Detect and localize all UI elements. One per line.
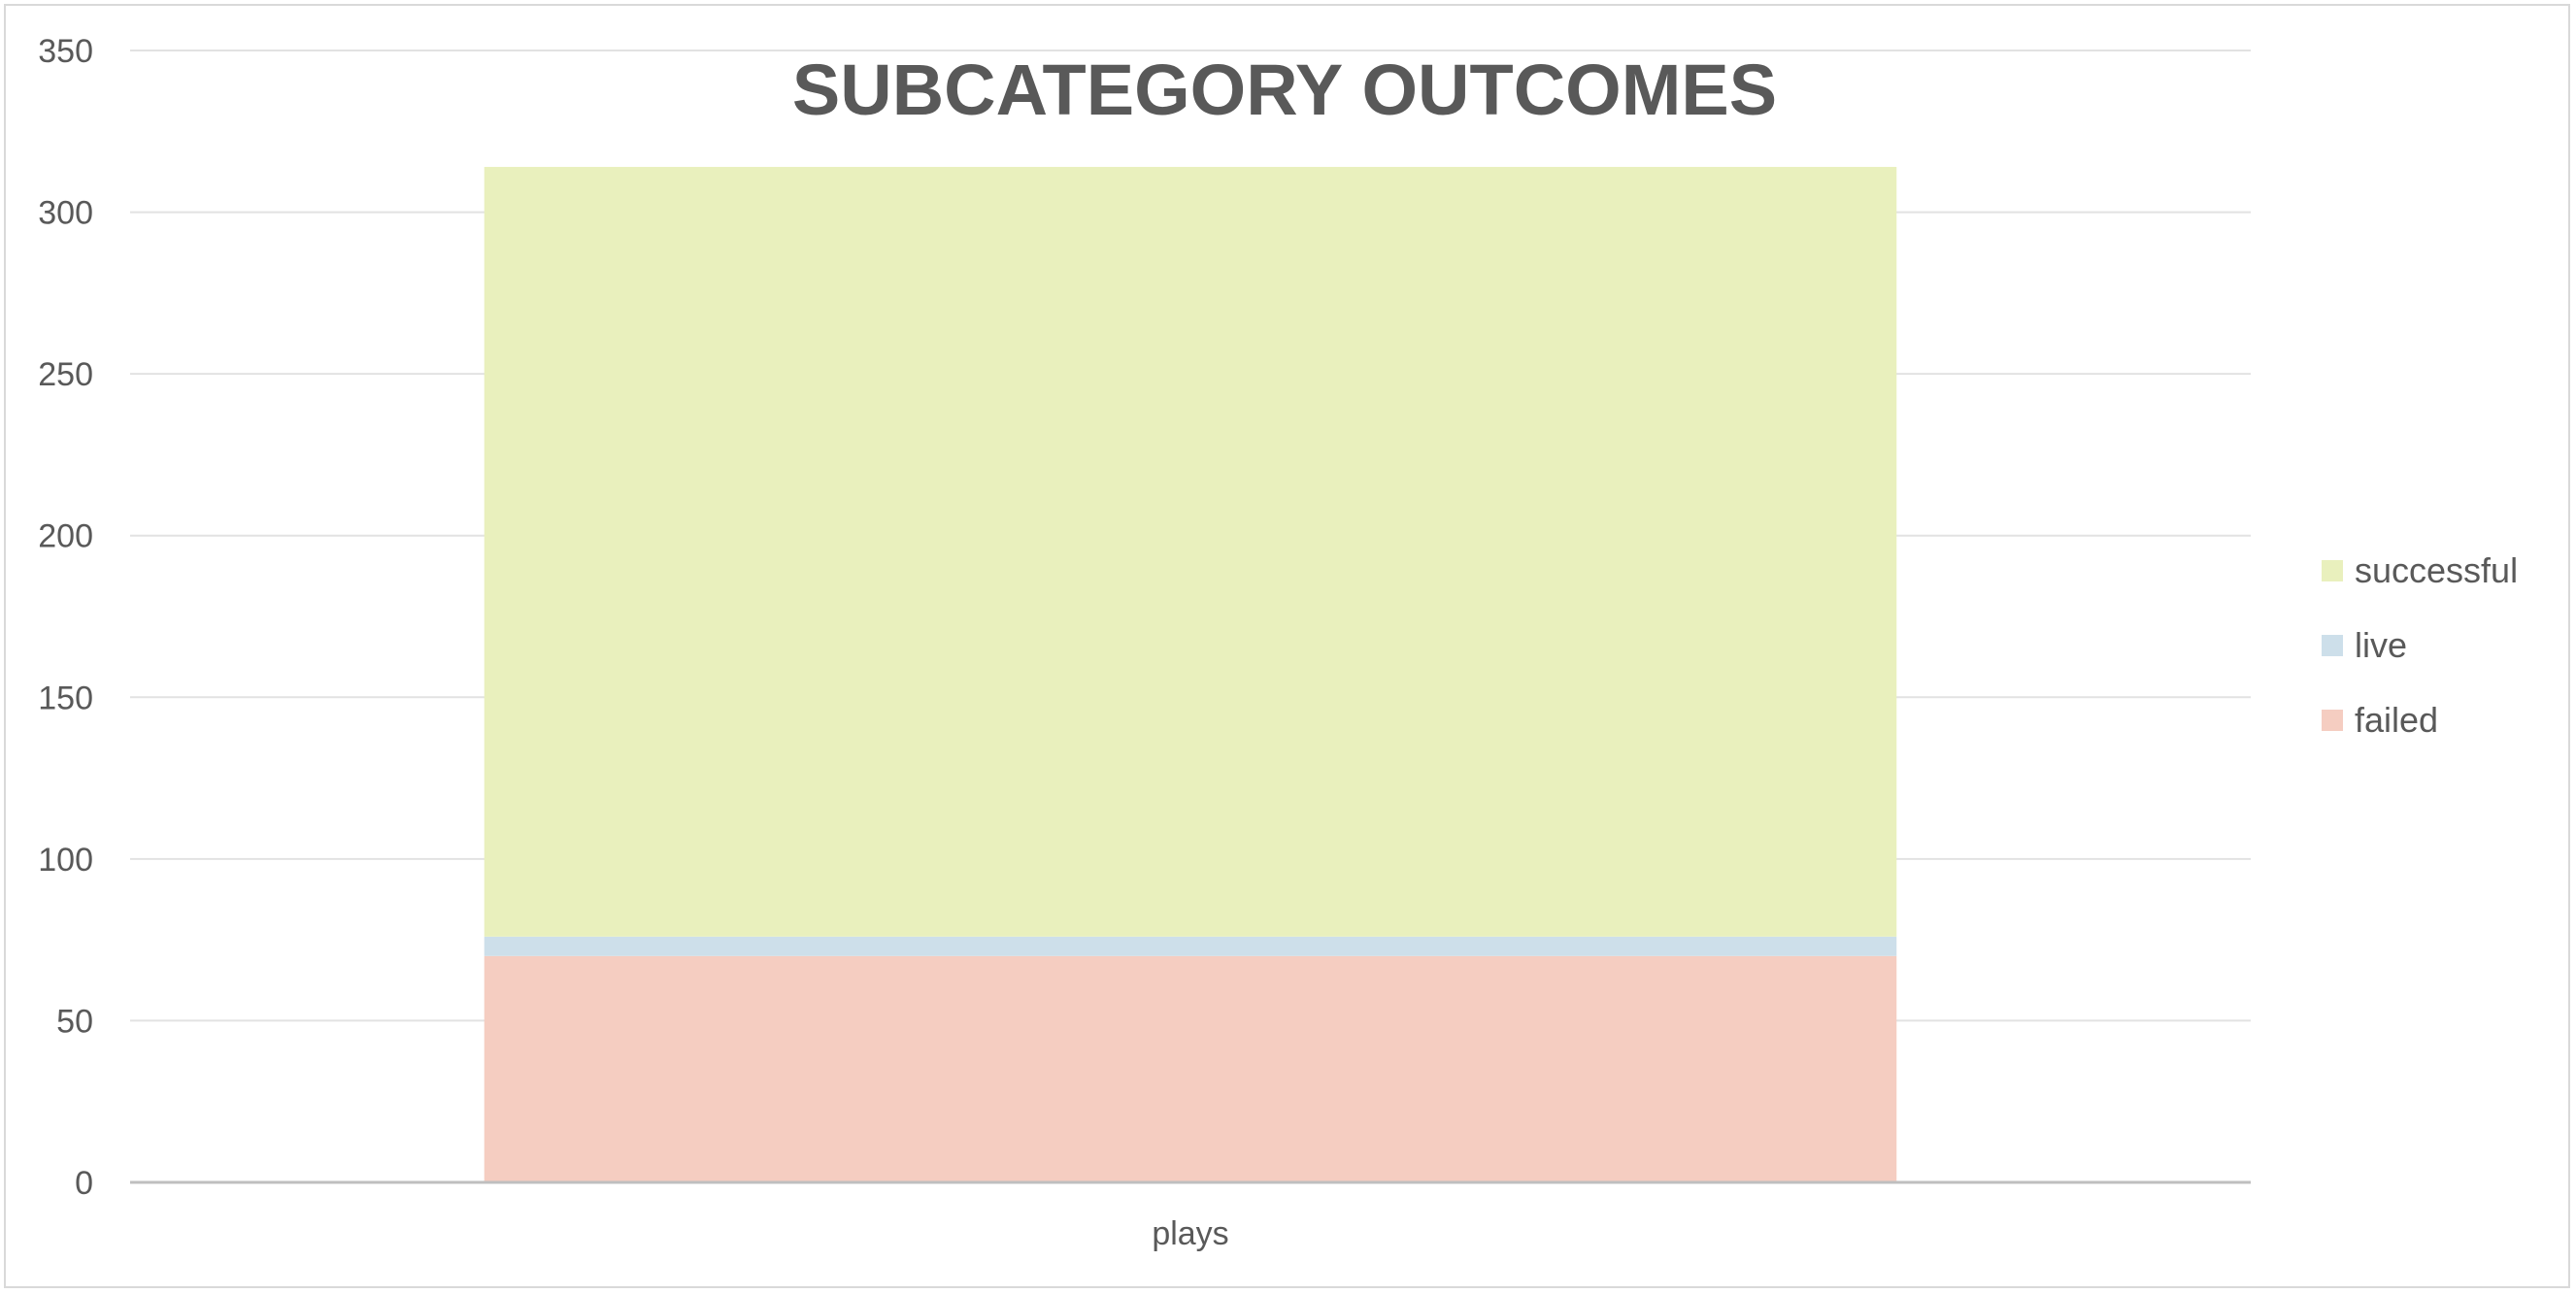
y-tick-label: 200 <box>38 518 93 555</box>
y-tick-label: 0 <box>75 1165 93 1202</box>
y-tick-label: 100 <box>38 842 93 879</box>
y-tick-label: 150 <box>38 680 93 716</box>
x-axis-tick-labels: plays <box>1152 1215 1228 1252</box>
y-tick-label: 300 <box>38 195 93 232</box>
legend-swatch-live <box>2322 635 2343 656</box>
legend: successful live failed <box>2322 550 2518 740</box>
x-tick-label: plays <box>1152 1215 1228 1252</box>
legend-label-failed: failed <box>2355 700 2438 740</box>
legend-label-live: live <box>2355 625 2407 665</box>
y-tick-label: 350 <box>38 33 93 70</box>
bar-segment-failed <box>484 955 1897 1182</box>
y-tick-label: 50 <box>56 1003 93 1040</box>
legend-swatch-failed <box>2322 710 2343 731</box>
stacked-bars <box>484 166 1897 1182</box>
bar-segment-live <box>484 936 1897 956</box>
y-tick-label: 250 <box>38 356 93 393</box>
bar-segment-successful <box>484 166 1897 937</box>
legend-label-successful: successful <box>2355 550 2518 590</box>
y-axis-tick-labels: 0 50 100 150 200 250 300 350 <box>38 33 93 1202</box>
chart-title: SUBCATEGORY OUTCOMES <box>792 50 1777 130</box>
legend-swatch-successful <box>2322 560 2343 581</box>
